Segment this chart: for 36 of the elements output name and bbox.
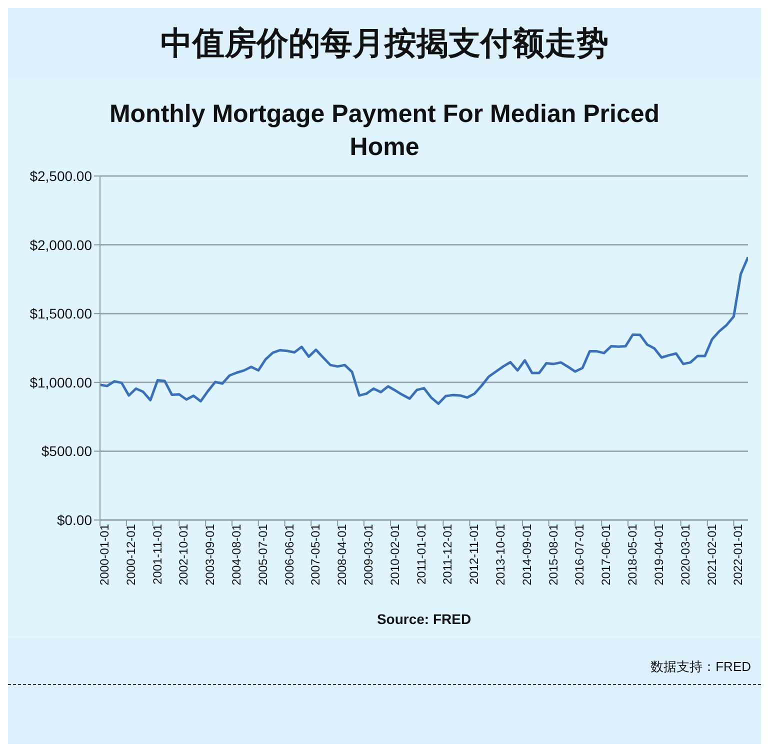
x-tick-label: 2002-10-01 (176, 524, 191, 586)
y-tick-label: $0.00 (56, 512, 92, 528)
x-axis-title: Source: FRED (376, 611, 472, 627)
x-tick-label: 2011-12-01 (440, 524, 455, 584)
x-tick-label: 2018-05-01 (625, 524, 640, 586)
y-tick-label: $500.00 (41, 443, 92, 460)
x-tick-label: 2006-06-01 (282, 524, 296, 586)
x-tick-label: 2014-09-01 (520, 524, 534, 586)
x-tick-label: 2004-08-01 (230, 524, 244, 586)
x-tick-label: 2015-08-01 (546, 524, 560, 586)
x-tick-label: 2017-06-01 (599, 524, 614, 586)
x-tick-label: 2010-02-01 (388, 524, 402, 586)
x-tick-label: 2012-11-01 (467, 524, 482, 584)
x-tick-label: 2022-01-01 (731, 524, 746, 586)
x-tick-label: 2011-01-01 (414, 524, 428, 584)
x-tick-label: 2016-07-01 (572, 524, 587, 586)
x-tick-label: 2000-12-01 (124, 524, 138, 586)
x-tick-label: 2021-02-01 (704, 524, 719, 586)
text: 数据支持：FRED (650, 658, 751, 676)
chart-title: 中值房价的每月按揭支付额走势 (160, 24, 610, 63)
x-tick-label: 2000-01-01 (98, 524, 112, 586)
x-tick-label: 2005-07-01 (256, 524, 270, 586)
x-tick-label: 2003-09-01 (203, 524, 218, 586)
x-tick-label: 2020-03-01 (678, 524, 692, 586)
x-tick-label: 2009-03-01 (361, 524, 376, 586)
x-tick-label: 2008-04-01 (335, 524, 350, 586)
x-tick-label: 2007-05-01 (308, 524, 323, 586)
y-tick-label: $1,000.00 (30, 374, 92, 390)
x-tick-label: 2019-04-01 (652, 524, 666, 586)
x-tick-label: 2013-10-01 (494, 524, 508, 586)
chart-subtitle: Monthly Mortgage Payment For Median Priced Home (108, 99, 661, 163)
y-tick-label: $1,500.00 (30, 306, 92, 322)
x-tick-label: 2001-11-01 (150, 524, 164, 584)
y-tick-label: $2,500.00 (30, 168, 92, 184)
line-series (100, 256, 748, 405)
y-tick-label: $2,000.00 (30, 236, 92, 253)
